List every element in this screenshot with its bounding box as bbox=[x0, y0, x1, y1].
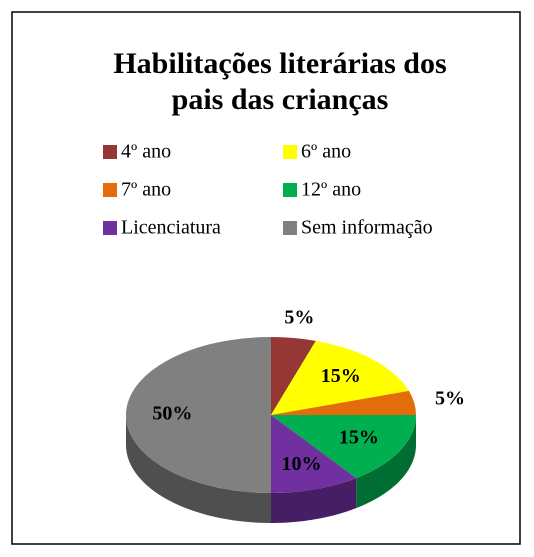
legend-label: 6º ano bbox=[301, 141, 351, 163]
slice bbox=[271, 415, 417, 479]
legend-label: 12º ano bbox=[301, 179, 361, 201]
data-label: 50% bbox=[152, 403, 192, 425]
slice-side bbox=[356, 415, 416, 509]
slice bbox=[271, 390, 417, 415]
slice-side bbox=[271, 478, 357, 523]
legend-label: 4º ano bbox=[121, 141, 171, 163]
legend-label: Sem informação bbox=[301, 217, 433, 239]
data-label: 15% bbox=[339, 427, 379, 449]
legend-label: Licenciatura bbox=[121, 217, 221, 239]
legend-swatch bbox=[103, 183, 117, 197]
slice bbox=[126, 337, 271, 493]
slice bbox=[271, 340, 409, 415]
data-label: 5% bbox=[284, 306, 314, 328]
slice bbox=[271, 337, 316, 415]
slice-side bbox=[126, 415, 271, 523]
legend-swatch bbox=[283, 145, 297, 159]
chart-title: Habilitações literárias dos pais das cria… bbox=[113, 47, 446, 116]
data-label: 10% bbox=[281, 453, 321, 475]
data-label: 15% bbox=[321, 365, 361, 387]
slice bbox=[271, 415, 357, 493]
legend-swatch bbox=[283, 183, 297, 197]
data-label: 5% bbox=[435, 387, 465, 409]
legend-label: 7º ano bbox=[121, 179, 171, 201]
legend-swatch bbox=[103, 145, 117, 159]
legend-swatch bbox=[283, 221, 297, 235]
legend-swatch bbox=[103, 221, 117, 235]
